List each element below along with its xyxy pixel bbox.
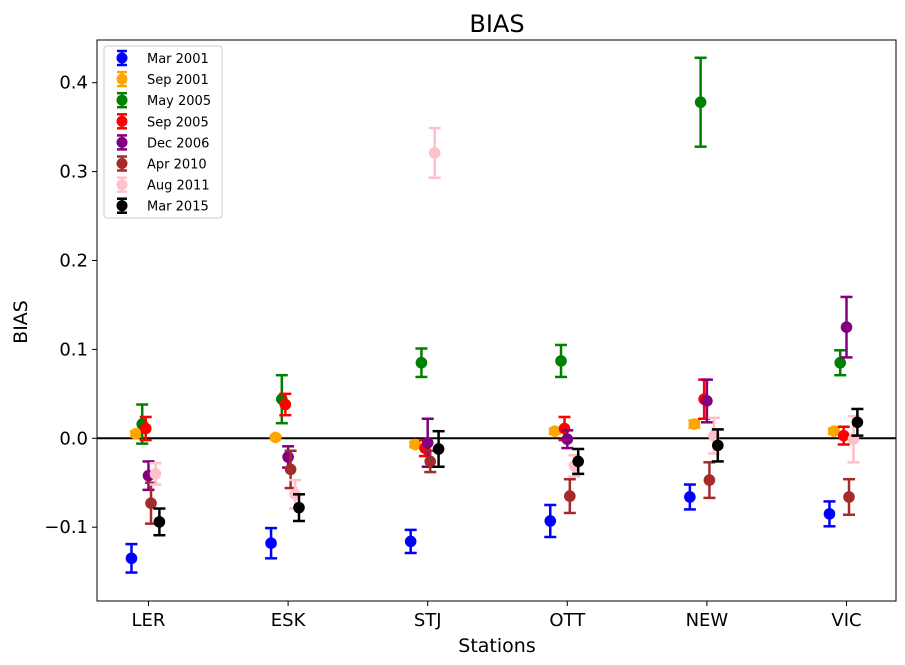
y-tick-label: 0.1 — [59, 339, 88, 360]
legend-item: Sep 2001 — [116, 70, 209, 88]
plot-marks: −0.1 0.0 0.1 0.2 0.3 0.4 LER ESK STJ OTT NEW VIC — [44, 56, 896, 631]
series-mar-2001 — [125, 483, 836, 574]
data-point — [823, 508, 836, 520]
legend-label: May 2005 — [147, 94, 211, 109]
x-tick-label: VIC — [831, 610, 861, 631]
data-point — [139, 422, 152, 435]
data-point — [694, 96, 707, 109]
legend-label: Mar 2001 — [147, 52, 209, 67]
legend-marker — [116, 136, 128, 148]
data-point — [843, 491, 855, 503]
y-tick-label: 0.0 — [59, 428, 88, 449]
data-point — [701, 395, 713, 407]
legend-label: Dec 2006 — [147, 136, 209, 151]
data-point — [432, 443, 445, 455]
legend-item: Sep 2005 — [116, 113, 209, 130]
data-point — [279, 398, 292, 411]
data-point — [424, 455, 437, 468]
y-tick-label: 0.2 — [59, 250, 88, 271]
data-point — [561, 433, 574, 445]
series-mar-2015 — [153, 407, 864, 537]
data-point — [564, 490, 576, 502]
legend-marker — [116, 158, 128, 169]
data-point — [404, 535, 417, 548]
legend-item: Aug 2011 — [116, 176, 210, 194]
data-point — [421, 436, 434, 449]
y-tick-label: 0.4 — [59, 73, 88, 94]
data-point — [834, 356, 847, 369]
data-point — [153, 516, 166, 528]
chart-title: BIAS — [469, 10, 524, 38]
data-point — [828, 425, 840, 437]
legend-marker — [116, 94, 128, 106]
y-axis-label: BIAS — [10, 300, 32, 344]
legend-item: Mar 2015 — [116, 197, 209, 215]
data-point — [840, 321, 853, 333]
data-point — [548, 425, 561, 437]
legend-item: Dec 2006 — [116, 134, 209, 151]
data-point — [265, 537, 277, 550]
data-point — [125, 552, 138, 565]
series-sep-2001 — [129, 418, 840, 451]
y-tick-label: 0.3 — [59, 162, 88, 183]
legend-item: Apr 2010 — [116, 155, 207, 173]
legend-label: Aug 2011 — [147, 179, 210, 194]
data-point — [572, 455, 584, 468]
x-tick-label: NEW — [686, 610, 729, 631]
y-tick-label: −0.1 — [44, 517, 88, 538]
data-point — [149, 468, 162, 480]
data-point — [409, 438, 421, 451]
data-point — [293, 501, 305, 514]
legend-label: Sep 2005 — [147, 115, 209, 130]
data-point — [688, 418, 701, 430]
data-point — [428, 147, 441, 159]
x-tick-label: ESK — [271, 610, 307, 631]
legend-marker — [116, 73, 128, 85]
legend-marker — [116, 52, 128, 64]
x-tick-label: LER — [132, 610, 166, 631]
plot-frame — [96, 39, 897, 602]
data-point — [282, 451, 294, 463]
data-point — [544, 515, 557, 527]
data-point — [130, 428, 142, 440]
data-point — [684, 491, 696, 503]
legend-marker — [116, 179, 128, 191]
data-point — [415, 356, 428, 369]
legend-item: May 2005 — [116, 91, 211, 109]
legend-label: Mar 2015 — [147, 200, 209, 215]
data-point — [703, 474, 716, 486]
data-point — [711, 439, 724, 452]
legend-item: Mar 2001 — [116, 49, 209, 67]
legend-marker — [116, 200, 128, 212]
legend-marker — [116, 115, 128, 127]
legend-label: Apr 2010 — [147, 158, 207, 173]
data-point — [269, 431, 282, 444]
data-point — [558, 422, 571, 435]
data-point — [145, 497, 157, 510]
x-tick-label: OTT — [549, 610, 586, 631]
data-point — [284, 463, 297, 476]
data-point — [851, 416, 864, 429]
legend-label: Sep 2001 — [147, 73, 209, 88]
legend-box — [103, 45, 223, 219]
x-axis-label: Stations — [458, 635, 535, 657]
data-point — [837, 429, 850, 442]
legend: Mar 2001 Sep 2001 May 2005 Sep 2005 Dec 2006… — [103, 45, 223, 219]
data-point — [555, 355, 567, 367]
x-tick-label: STJ — [414, 610, 442, 631]
